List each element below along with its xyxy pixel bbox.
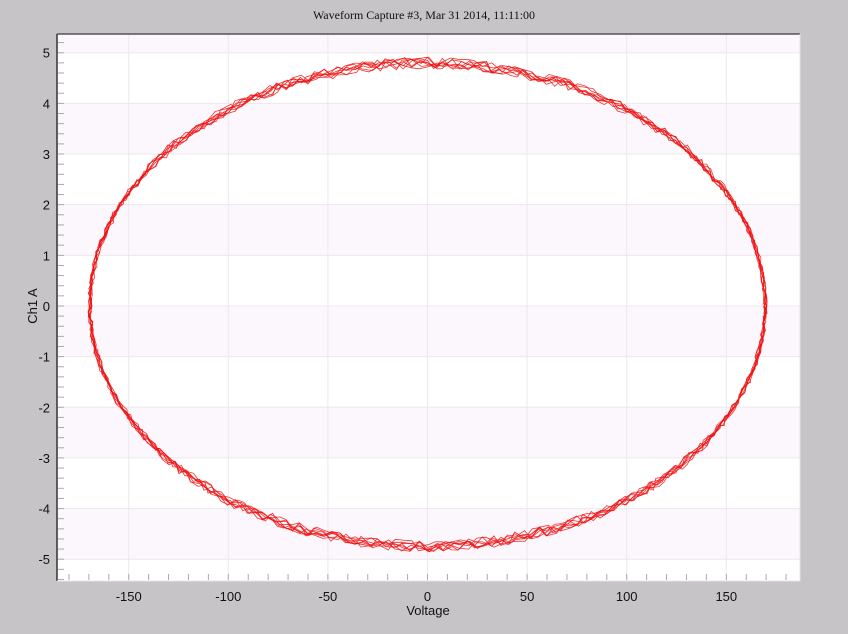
grid-band <box>57 305 800 357</box>
y-tick-label: -3 <box>38 451 50 466</box>
x-axis-title: Voltage <box>406 603 449 618</box>
x-tick-label: 50 <box>520 589 534 604</box>
chart-title: Waveform Capture #3, Mar 31 2014, 11:11:… <box>312 8 536 22</box>
grid-band <box>57 103 800 155</box>
grid-band <box>57 204 800 256</box>
y-tick-label: -1 <box>38 350 50 365</box>
trace-cycle <box>88 58 767 552</box>
y-tick-label: 2 <box>43 198 50 213</box>
y-tick-label: 3 <box>43 147 50 162</box>
waveform-trace <box>87 56 768 553</box>
x-tick-label: -150 <box>116 589 142 604</box>
x-axis-tick-labels: -150 -100 -50 0 50 100 150 <box>116 589 737 604</box>
x-tick-label: 0 <box>424 589 431 604</box>
plot-area <box>57 34 800 581</box>
y-tick-label: -4 <box>38 502 50 517</box>
y-tick-label: -2 <box>38 400 50 415</box>
x-tick-label: -50 <box>319 589 338 604</box>
y-tick-label: 0 <box>43 299 50 314</box>
axes <box>56 33 801 582</box>
y-tick-label: 4 <box>43 96 50 111</box>
y-tick-label: -5 <box>38 552 50 567</box>
grid-band <box>57 34 800 53</box>
y-tick-label: 1 <box>43 248 50 263</box>
y-tick-label: 5 <box>43 46 50 61</box>
y-axis-tick-labels: 5 4 3 2 1 0 -1 -2 -3 -4 -5 <box>38 46 50 567</box>
y-axis-title: Ch1 A <box>25 288 40 324</box>
x-tick-label: 150 <box>715 589 737 604</box>
x-tick-label: 100 <box>616 589 638 604</box>
trace-cycle <box>88 58 768 553</box>
trace-cycle <box>87 56 768 553</box>
x-tick-label: -100 <box>215 589 241 604</box>
grid-band <box>57 407 800 458</box>
